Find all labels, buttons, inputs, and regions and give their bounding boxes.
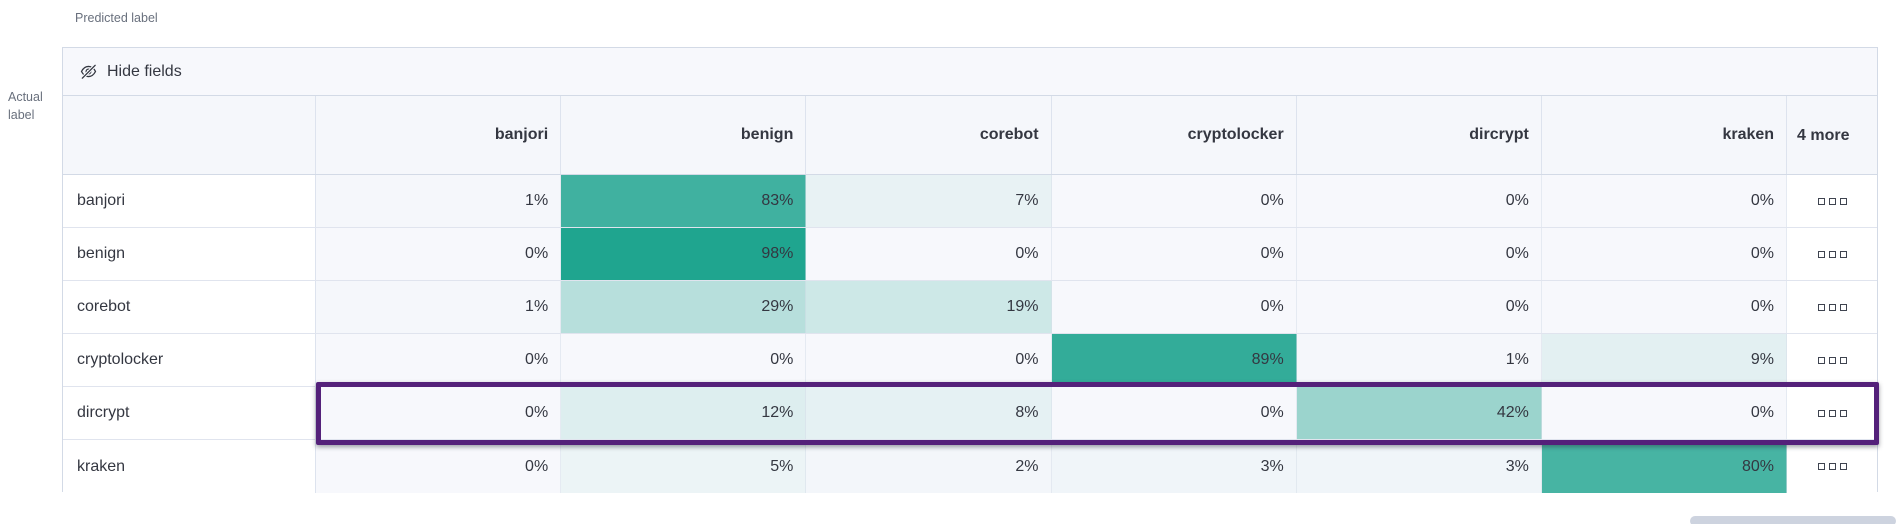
- matrix-cell: 80%: [1541, 440, 1788, 493]
- boxes-horizontal-icon: [1817, 356, 1825, 364]
- boxes-horizontal-icon: [1839, 356, 1847, 364]
- more-columns-header[interactable]: 4 more: [1797, 126, 1850, 144]
- column-header-dircrypt[interactable]: dircrypt: [1297, 96, 1542, 174]
- matrix-cell: 0%: [1296, 175, 1542, 227]
- column-header-cryptolocker[interactable]: cryptolocker: [1052, 96, 1297, 174]
- boxes-horizontal-icon: [1817, 303, 1825, 311]
- header-corner-cell: [63, 96, 316, 174]
- row-label: kraken: [63, 440, 316, 493]
- matrix-cell: 0%: [1296, 228, 1542, 280]
- actual-label-axis: Actual label: [8, 90, 43, 123]
- matrix-cell: 0%: [1541, 387, 1788, 439]
- matrix-cell: 0%: [806, 228, 1052, 280]
- matrix-cell: 1%: [316, 281, 562, 333]
- hide-fields-label: Hide fields: [107, 62, 182, 80]
- matrix-cell: 0%: [1296, 281, 1542, 333]
- confusion-matrix-grid: Hide fields banjori benign corebot cryptolo…: [62, 47, 1879, 493]
- boxes-horizontal-icon: [1828, 250, 1836, 258]
- matrix-row-kraken: kraken 0% 5% 2% 3% 3% 80%: [63, 440, 1878, 493]
- matrix-cell: 0%: [561, 334, 807, 386]
- row-label: corebot: [63, 281, 316, 333]
- boxes-horizontal-icon: [1839, 463, 1847, 470]
- row-actions-button[interactable]: [1787, 175, 1878, 227]
- grid-header-row: banjori benign corebot cryptolocker dircrypt…: [63, 96, 1877, 175]
- matrix-cell: 0%: [1051, 175, 1297, 227]
- matrix-cell: 0%: [316, 440, 562, 493]
- eye-slash-icon: [79, 62, 98, 81]
- matrix-row-corebot: corebot 1% 29% 19% 0% 0% 0%: [63, 281, 1878, 334]
- predicted-label-axis: Predicted label: [75, 11, 158, 25]
- row-label: benign: [63, 228, 316, 280]
- boxes-horizontal-icon: [1817, 250, 1825, 258]
- matrix-cell: 83%: [561, 175, 807, 227]
- matrix-cell: 1%: [316, 175, 562, 227]
- boxes-horizontal-icon: [1828, 409, 1836, 417]
- row-actions-button[interactable]: [1787, 440, 1878, 493]
- matrix-cell: 12%: [561, 387, 807, 439]
- horizontal-scrollbar[interactable]: [1690, 516, 1896, 524]
- boxes-horizontal-icon: [1828, 356, 1836, 364]
- boxes-horizontal-icon: [1817, 463, 1825, 470]
- row-actions-button[interactable]: [1787, 228, 1878, 280]
- matrix-row-benign: benign 0% 98% 0% 0% 0% 0%: [63, 228, 1878, 281]
- matrix-cell: 0%: [1541, 228, 1788, 280]
- boxes-horizontal-icon: [1839, 250, 1847, 258]
- matrix-cell: 5%: [561, 440, 807, 493]
- boxes-horizontal-icon: [1828, 463, 1836, 470]
- column-header-corebot[interactable]: corebot: [806, 96, 1052, 174]
- row-actions-button[interactable]: [1787, 334, 1878, 386]
- matrix-cell: 0%: [806, 334, 1052, 386]
- row-label: banjori: [63, 175, 316, 227]
- matrix-cell: 9%: [1541, 334, 1788, 386]
- row-label: cryptolocker: [63, 334, 316, 386]
- matrix-cell: 3%: [1051, 440, 1297, 493]
- row-actions-button[interactable]: [1787, 281, 1878, 333]
- column-header-banjori[interactable]: banjori: [316, 96, 562, 174]
- matrix-cell: 19%: [806, 281, 1052, 333]
- column-header-benign[interactable]: benign: [561, 96, 807, 174]
- boxes-horizontal-icon: [1839, 303, 1847, 311]
- matrix-cell: 0%: [1541, 175, 1788, 227]
- matrix-cell: 8%: [806, 387, 1052, 439]
- row-actions-button[interactable]: [1787, 387, 1878, 439]
- matrix-cell: 89%: [1051, 334, 1297, 386]
- matrix-cell: 0%: [316, 387, 562, 439]
- matrix-cell: 2%: [806, 440, 1052, 493]
- matrix-row-cryptolocker: cryptolocker 0% 0% 0% 89% 1% 9%: [63, 334, 1878, 387]
- matrix-cell: 7%: [806, 175, 1052, 227]
- boxes-horizontal-icon: [1817, 197, 1825, 205]
- matrix-cell: 29%: [561, 281, 807, 333]
- matrix-cell: 98%: [561, 228, 807, 280]
- matrix-cell: 0%: [316, 228, 562, 280]
- boxes-horizontal-icon: [1828, 303, 1836, 311]
- matrix-cell: 0%: [1051, 228, 1297, 280]
- boxes-horizontal-icon: [1817, 409, 1825, 417]
- matrix-row-banjori: banjori 1% 83% 7% 0% 0% 0%: [63, 175, 1878, 228]
- hide-fields-button[interactable]: Hide fields: [63, 48, 1877, 96]
- column-header-kraken[interactable]: kraken: [1542, 96, 1788, 174]
- matrix-row-dircrypt: dircrypt 0% 12% 8% 0% 42% 0%: [63, 387, 1878, 440]
- matrix-cell: 0%: [1051, 281, 1297, 333]
- matrix-cell: 0%: [1541, 281, 1788, 333]
- boxes-horizontal-icon: [1839, 409, 1847, 417]
- boxes-horizontal-icon: [1839, 197, 1847, 205]
- matrix-cell: 3%: [1296, 440, 1542, 493]
- row-label: dircrypt: [63, 387, 316, 439]
- matrix-cell: 1%: [1296, 334, 1542, 386]
- matrix-cell: 42%: [1296, 387, 1542, 439]
- matrix-cell: 0%: [316, 334, 562, 386]
- boxes-horizontal-icon: [1828, 197, 1836, 205]
- matrix-cell: 0%: [1051, 387, 1297, 439]
- grid-body: banjori 1% 83% 7% 0% 0% 0% benign 0% 98% 0% 0% 0% 0% c…: [63, 175, 1879, 493]
